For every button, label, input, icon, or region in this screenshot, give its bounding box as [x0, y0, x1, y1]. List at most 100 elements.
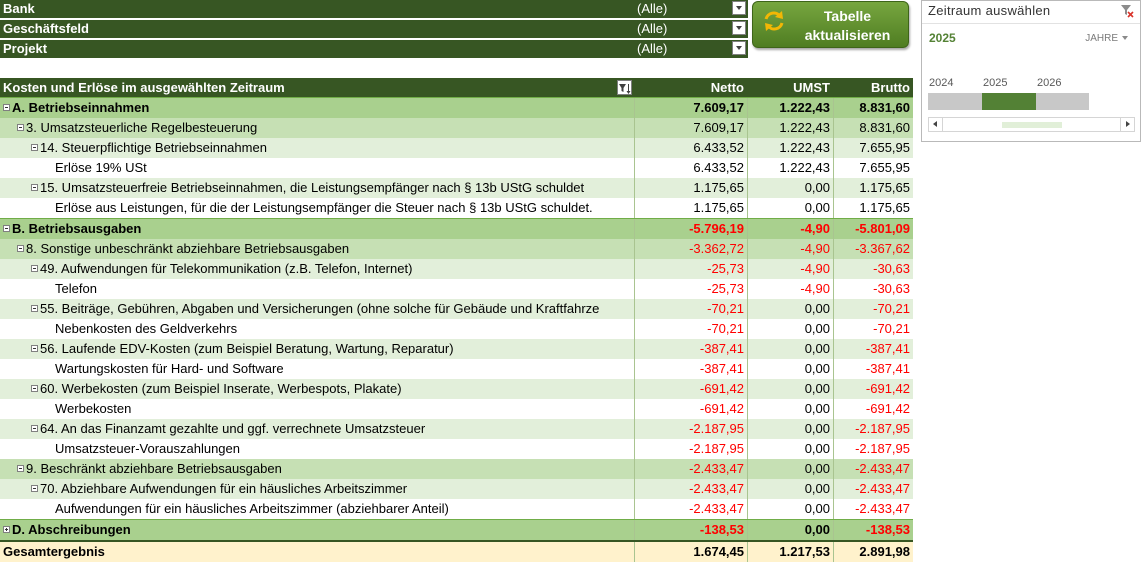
total-brutto: 2.891,98: [833, 542, 913, 562]
timeline-divider: [922, 23, 1140, 24]
collapse-icon[interactable]: [31, 485, 38, 493]
scroll-right-icon[interactable]: [1120, 118, 1134, 131]
collapse-icon[interactable]: [17, 124, 24, 132]
dropdown-arrow-icon[interactable]: [732, 1, 746, 15]
row-label-text: 14. Steuerpflichtige Betriebseinnahmen: [40, 140, 267, 155]
row-label: 56. Laufende EDV-Kosten (zum Beispiel Be…: [0, 339, 634, 359]
value-umst: 0,00: [747, 499, 833, 519]
value-netto: 1.175,65: [634, 178, 747, 198]
row-labels-header-text: Kosten und Erlöse im ausgewählten Zeitra…: [3, 80, 285, 95]
value-netto: -25,73: [634, 259, 747, 279]
row-label: A. Betriebseinnahmen: [0, 98, 634, 118]
value-netto: -2.433,47: [634, 499, 747, 519]
pivot-row: 64. An das Finanzamt gezahlte und ggf. v…: [0, 419, 913, 439]
row-label: 9. Beschränkt abziehbare Betriebsausgabe…: [0, 459, 634, 479]
timeline-period-2025[interactable]: [982, 93, 1036, 110]
pivot-row: 15. Umsatzsteuerfreie Betriebseinnahmen,…: [0, 178, 913, 198]
value-netto: -387,41: [634, 359, 747, 379]
pivot-row: 70. Abziehbare Aufwendungen für ein häus…: [0, 479, 913, 499]
collapse-icon[interactable]: [17, 245, 24, 253]
timeline-period-2024[interactable]: [928, 93, 982, 110]
value-brutto: -691,42: [833, 399, 913, 419]
filter-geschaeftsfeld[interactable]: Geschäftsfeld (Alle): [0, 20, 748, 40]
collapse-icon[interactable]: [31, 385, 38, 393]
timeline-period-2026[interactable]: [1036, 93, 1089, 110]
value-brutto: -30,63: [833, 259, 913, 279]
value-netto: -2.433,47: [634, 459, 747, 479]
filter-value: (Alle): [637, 41, 668, 56]
grand-total-text: Gesamtergebnis: [3, 544, 105, 559]
value-netto: -691,42: [634, 379, 747, 399]
row-label-text: 3. Umsatzsteuerliche Regelbesteuerung: [26, 120, 258, 135]
collapse-icon[interactable]: [31, 144, 38, 152]
collapse-icon[interactable]: [17, 465, 24, 473]
filter-projekt[interactable]: Projekt (Alle): [0, 40, 748, 60]
collapse-icon[interactable]: [3, 104, 10, 112]
pivot-row: Erlöse aus Leistungen, für die der Leist…: [0, 198, 913, 218]
pivot-row: 8. Sonstige unbeschränkt abziehbare Betr…: [0, 239, 913, 259]
collapse-icon[interactable]: [31, 425, 38, 433]
value-umst: 0,00: [747, 520, 833, 540]
value-brutto: -387,41: [833, 339, 913, 359]
row-label-text: 64. An das Finanzamt gezahlte und ggf. v…: [40, 421, 426, 436]
value-brutto: 7.655,95: [833, 158, 913, 178]
row-label: 8. Sonstige unbeschränkt abziehbare Betr…: [0, 239, 634, 259]
timeline-title: Zeitraum auswählen: [928, 3, 1051, 18]
row-label-text: D. Abschreibungen: [12, 522, 131, 537]
pivot-row: Nebenkosten des Geldverkehrs -70,21 0,00 -7…: [0, 319, 913, 339]
value-umst: 0,00: [747, 198, 833, 218]
row-label: 49. Aufwendungen für Telekommunikation (…: [0, 259, 634, 279]
pivot-body: A. Betriebseinnahmen 7.609,17 1.222,43 8.83…: [0, 97, 913, 540]
collapse-icon[interactable]: [3, 225, 10, 233]
scrollbar-thumb[interactable]: [1002, 122, 1062, 128]
dropdown-arrow-icon[interactable]: [732, 21, 746, 35]
value-brutto: -70,21: [833, 319, 913, 339]
refresh-table-button[interactable]: Tabelle aktualisieren: [752, 1, 909, 48]
value-brutto: -5.801,09: [833, 219, 913, 239]
row-label: Nebenkosten des Geldverkehrs: [0, 319, 634, 339]
pivot-row: Wartungskosten für Hard- und Software -38…: [0, 359, 913, 379]
row-label-text: 56. Laufende EDV-Kosten (zum Beispiel Be…: [40, 341, 454, 356]
refresh-icon: [764, 11, 784, 31]
value-umst: 0,00: [747, 359, 833, 379]
row-label-text: 9. Beschränkt abziehbare Betriebsausgabe…: [26, 461, 282, 476]
value-netto: -387,41: [634, 339, 747, 359]
row-label-text: Nebenkosten des Geldverkehrs: [55, 321, 238, 336]
collapse-icon[interactable]: [31, 345, 38, 353]
collapse-icon[interactable]: [31, 265, 38, 273]
grand-total-row: Gesamtergebnis 1.674,45 1.217,53 2.891,9…: [0, 540, 913, 562]
pivot-row: D. Abschreibungen -138,53 0,00 -138,53: [0, 519, 913, 540]
value-brutto: -30,63: [833, 279, 913, 299]
funnel-icon: [619, 84, 631, 94]
timeline-selection-label: 2025: [929, 31, 956, 45]
pivot-row: Werbekosten -691,42 0,00 -691,42: [0, 399, 913, 419]
value-netto: -2.187,95: [634, 439, 747, 459]
value-brutto: -387,41: [833, 359, 913, 379]
timeline-scrollbar[interactable]: [928, 117, 1135, 132]
value-netto: 6.433,52: [634, 158, 747, 178]
value-umst: 0,00: [747, 479, 833, 499]
pivot-row: Telefon -25,73 -4,90 -30,63: [0, 279, 913, 299]
row-label: Erlöse 19% USt: [0, 158, 634, 178]
value-umst: 1.222,43: [747, 158, 833, 178]
filter-bank[interactable]: Bank (Alle): [0, 0, 748, 20]
value-umst: 0,00: [747, 178, 833, 198]
timeline-year-label: 2024: [929, 77, 954, 89]
value-brutto: -138,53: [833, 520, 913, 540]
value-umst: 0,00: [747, 439, 833, 459]
pivot-row: Umsatzsteuer-Vorauszahlungen -2.187,95 0,0…: [0, 439, 913, 459]
expand-icon[interactable]: [3, 526, 10, 534]
value-brutto: 8.831,60: [833, 98, 913, 118]
scroll-left-icon[interactable]: [929, 118, 943, 131]
clear-filter-icon[interactable]: [1120, 4, 1134, 18]
dropdown-arrow-icon[interactable]: [732, 41, 746, 55]
filter-sort-icon[interactable]: [617, 80, 632, 95]
row-label: 64. An das Finanzamt gezahlte und ggf. v…: [0, 419, 634, 439]
filter-label: Geschäftsfeld: [3, 21, 89, 36]
collapse-icon[interactable]: [31, 184, 38, 192]
refresh-label-line1: Tabelle: [823, 8, 872, 24]
value-brutto: -2.187,95: [833, 419, 913, 439]
timeline-level-dropdown[interactable]: JAHRE: [1085, 33, 1128, 44]
timeline-slicer: Zeitraum auswählen 2025 JAHRE 2024 2025 …: [921, 0, 1141, 142]
collapse-icon[interactable]: [31, 305, 38, 313]
